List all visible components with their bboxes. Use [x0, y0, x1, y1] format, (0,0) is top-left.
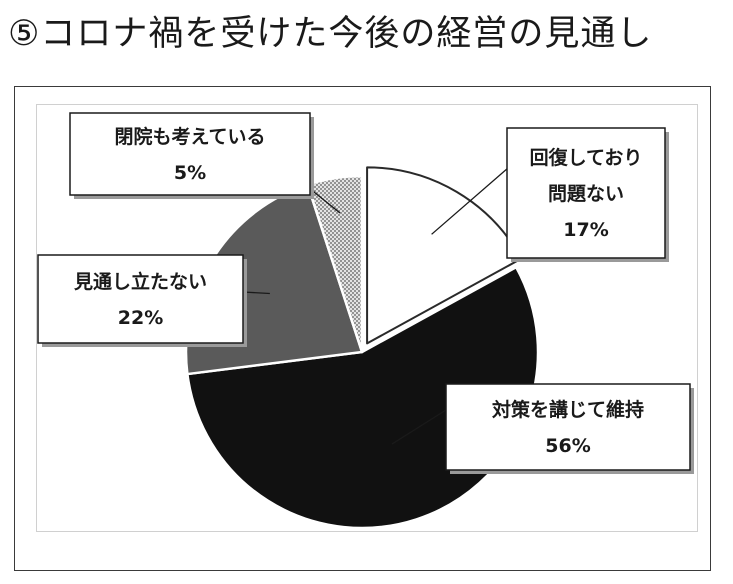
leader-line-closing	[308, 187, 341, 214]
slice-value-label: 17%	[563, 219, 608, 241]
leader-line-uncertain	[242, 291, 270, 295]
slice-value-label: 5%	[174, 162, 206, 184]
callout-box	[506, 127, 666, 259]
slice-label: 対策を講じて維持	[491, 398, 644, 421]
leader-line-maintain	[391, 409, 447, 445]
slice-label: 回復しており	[530, 146, 643, 169]
plot-area	[36, 104, 698, 532]
callout-box	[37, 254, 244, 344]
callout-maintain: 対策を講じて維持 56%	[445, 383, 694, 474]
callout-box	[445, 383, 691, 471]
slice-label: 閉院も考えている	[114, 125, 265, 148]
slice-value-label: 56%	[545, 435, 590, 457]
callout-uncertain: 見通し立たない 22%	[37, 254, 247, 347]
slice-label: 問題ない	[548, 183, 624, 205]
callout-closing: 閉院も考えている 5%	[69, 112, 314, 199]
page-title: ⑤コロナ禍を受けた今後の経営の見通し	[8, 14, 653, 54]
leader-line-recovered	[431, 167, 509, 235]
callout-box	[69, 112, 311, 196]
slice-label: 見通し立たない	[74, 270, 207, 293]
slice-value-label: 22%	[118, 307, 163, 329]
